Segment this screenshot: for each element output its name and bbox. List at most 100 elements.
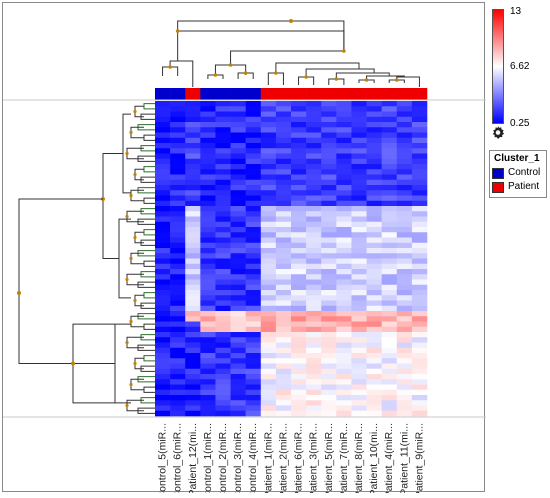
row-dendrogram-leaf-branch	[143, 355, 155, 362]
heatmap-cell	[366, 211, 382, 217]
heatmap-cell	[230, 232, 246, 238]
heatmap-cell	[411, 274, 428, 280]
heatmap-cell	[366, 358, 382, 364]
heatmap-cell	[321, 405, 337, 412]
heatmap-cell	[200, 174, 216, 181]
heatmap-cell	[275, 185, 292, 191]
heatmap-cell	[306, 316, 322, 322]
heatmap-cell	[260, 305, 277, 312]
heatmap-cell	[336, 342, 352, 349]
heatmap-cell	[170, 127, 186, 133]
heatmap-cell	[215, 143, 231, 149]
heatmap-cell	[411, 211, 428, 217]
heatmap-cell	[275, 342, 292, 349]
heatmap-cell	[396, 358, 413, 364]
heatmap-cell	[275, 374, 292, 380]
heatmap-cell	[366, 284, 382, 291]
heatmap-cell	[215, 174, 231, 181]
heatmap-cell	[200, 216, 216, 223]
heatmap-cell	[245, 127, 262, 133]
heatmap-cell	[155, 326, 171, 333]
heatmap-cell	[200, 111, 216, 118]
heatmap-cell	[230, 311, 246, 317]
heatmap-cell	[215, 358, 231, 364]
heatmap-cell	[381, 200, 398, 207]
heatmap-cell	[170, 200, 186, 207]
row-dendrogram-node	[133, 298, 137, 303]
heatmap-cell	[306, 353, 322, 359]
heatmap-cell	[336, 263, 352, 270]
heatmap-cell	[381, 206, 398, 212]
heatmap-cell	[200, 248, 216, 254]
gear-icon[interactable]	[491, 126, 505, 140]
heatmap-cell	[200, 227, 216, 233]
heatmap-cell	[351, 337, 367, 343]
heatmap-cell	[200, 284, 216, 291]
heatmap-cell	[185, 363, 201, 370]
heatmap-cell	[351, 311, 367, 317]
heatmap-cell	[185, 127, 201, 133]
legend-item-control[interactable]: Control	[492, 167, 546, 181]
heatmap-cell	[215, 216, 231, 223]
heatmap-cell	[336, 211, 352, 217]
heatmap-cell	[200, 274, 216, 280]
heatmap-cell	[351, 153, 367, 160]
heatmap-cell	[260, 269, 277, 275]
heatmap-cell	[200, 295, 216, 301]
heatmap-cell	[275, 326, 292, 333]
heatmap-cell	[230, 347, 246, 354]
heatmap-cell	[155, 227, 171, 233]
heatmap-cell	[260, 311, 277, 317]
column-dendrogram-node	[364, 78, 369, 82]
heatmap-cell	[321, 143, 337, 149]
heatmap-cell	[321, 179, 337, 186]
heatmap-cell	[336, 221, 352, 228]
legend-item-patient[interactable]: Patient	[492, 181, 546, 195]
heatmap-cell	[351, 132, 367, 139]
heatmap-cell	[155, 374, 171, 380]
heatmap-cell	[260, 300, 277, 307]
row-dendrogram-node	[129, 130, 133, 135]
heatmap-cell	[155, 158, 171, 165]
heatmap-cell	[321, 274, 337, 280]
heatmap-cell	[321, 211, 337, 217]
heatmap-cell	[321, 279, 337, 286]
heatmap-cell	[381, 179, 398, 186]
heatmap-cell	[306, 400, 322, 406]
heatmap-cell	[351, 211, 367, 217]
heatmap-cell	[275, 379, 292, 385]
heatmap-cell	[351, 389, 367, 396]
heatmap-cell	[230, 374, 246, 380]
heatmap-cell	[291, 358, 307, 364]
heatmap-cell	[170, 384, 186, 391]
heatmap-cell	[321, 227, 337, 233]
heatmap-cell	[366, 400, 382, 406]
heatmap-cell	[291, 368, 307, 375]
heatmap-cell	[336, 347, 352, 354]
heatmap-cell	[396, 269, 413, 275]
heatmap-cell	[336, 374, 352, 380]
heatmap-cell	[245, 410, 262, 417]
heatmap-cell	[336, 195, 352, 202]
heatmap-cell	[245, 137, 262, 144]
row-dendrogram-node	[125, 340, 129, 345]
heatmap-cell	[366, 316, 382, 322]
heatmap-cell	[306, 227, 322, 233]
heatmap-cell	[291, 279, 307, 286]
heatmap-cell	[411, 316, 428, 322]
heatmap-cell	[185, 179, 201, 186]
heatmap-cell	[200, 237, 216, 244]
heatmap-cell	[230, 101, 246, 107]
heatmap-panel: Control_5(miR... Control_6(miR... Patient_…	[2, 2, 486, 493]
heatmap-cell	[366, 185, 382, 191]
heatmap-cell	[260, 342, 277, 349]
heatmap-cell	[170, 211, 186, 217]
heatmap-cell	[260, 132, 277, 139]
heatmap-cell	[366, 326, 382, 333]
heatmap-cell	[155, 185, 171, 191]
heatmap-cell	[381, 284, 398, 291]
heatmap-cell	[411, 374, 428, 380]
heatmap-cell	[381, 363, 398, 370]
heatmap-cell	[366, 153, 382, 160]
heatmap-cell	[381, 174, 398, 181]
